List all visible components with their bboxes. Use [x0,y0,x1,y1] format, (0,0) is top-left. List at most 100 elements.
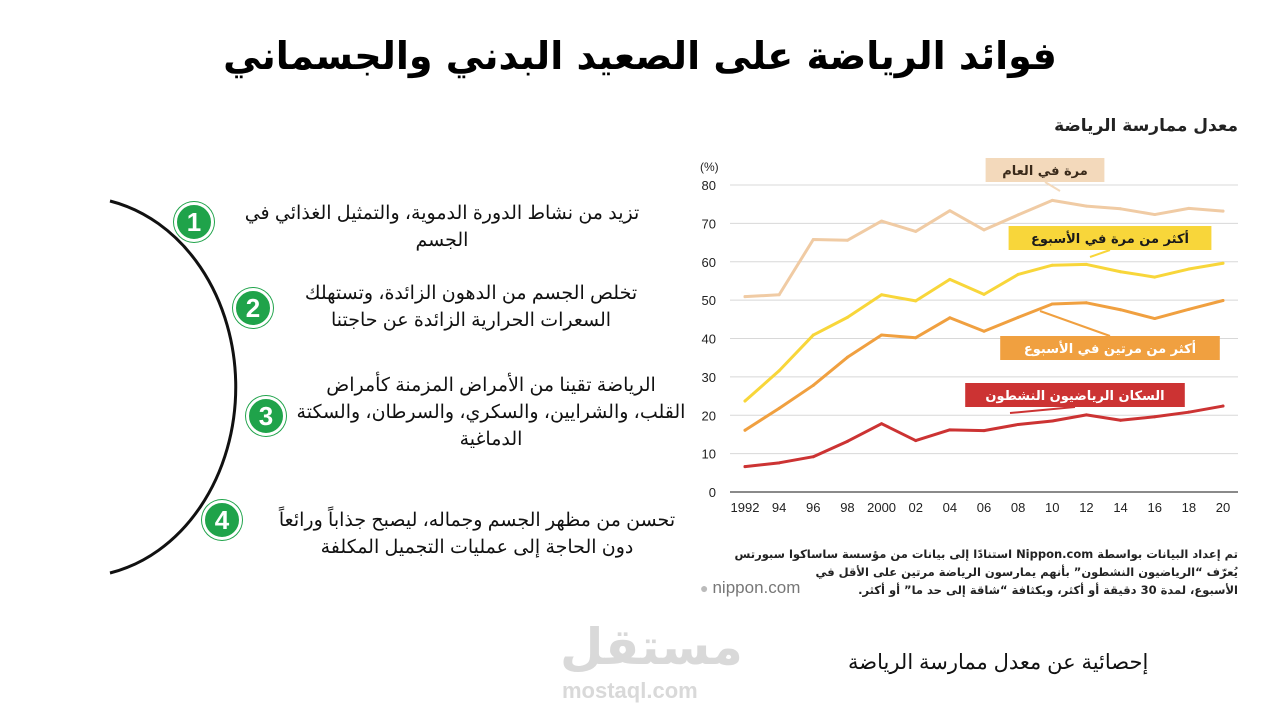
data-point [743,465,747,469]
data-point [1084,413,1088,417]
benefit-text-2: تخلص الجسم من الدهون الزائدة، وتستهلك ال… [286,280,656,334]
page-title: فوائد الرياضة على الصعيد البدني والجسمان… [223,34,1057,78]
series-label-box [985,158,1105,182]
data-point [1119,308,1123,312]
data-point [845,238,849,242]
x-tick-label: 02 [908,500,922,515]
data-point [914,336,918,340]
data-point [777,293,781,297]
data-point [1221,209,1225,213]
chart-title: معدل ممارسة الرياضة [1054,116,1238,136]
y-tick-label: 0 [709,485,716,500]
benefit-line: القلب، والشرايين، والسكري، والسرطان، وال… [296,402,686,423]
data-point [845,355,849,359]
x-tick-label: 10 [1045,500,1059,515]
data-point [1119,418,1123,422]
data-point [1119,270,1123,274]
benefit-text-4: تحسن من مظهر الجسم وجماله، ليصبح جذاباً … [262,507,692,561]
data-point [1084,301,1088,305]
data-point [1187,410,1191,414]
data-point [948,209,952,213]
data-point [743,399,747,403]
data-point [982,329,986,333]
data-point [1084,204,1088,208]
series-label-pointer [1044,181,1061,192]
data-point [845,315,849,319]
x-tick-label: 04 [943,500,957,515]
chart-caption: إحصائية عن معدل ممارسة الرياضة [848,651,1149,674]
data-point [1119,207,1123,211]
source-note-line: يُعرّف “الرياضيون النشطون” بأنهم يمارسون… [815,565,1238,579]
nippon-logo: ● nippon.com [700,578,800,598]
data-point [1221,404,1225,408]
data-point [948,277,952,281]
benefit-line: تخلص الجسم من الدهون الزائدة، وتستهلك [304,283,638,304]
data-point [811,333,815,337]
series-label: أكثر من مرة في الأسبوع [1031,230,1189,247]
benefit-line: السعرات الحرارية الزائدة عن حاجتنا [330,310,612,331]
data-point [948,316,952,320]
data-point [845,439,849,443]
data-point [1221,299,1225,303]
x-tick-label: 2000 [867,500,896,515]
data-point [743,295,747,299]
benefit-line: تزيد من نشاط الدورة الدموية، والتمثيل ال… [244,203,640,251]
series-label-box [965,383,1185,407]
series-label-pointer [1089,249,1111,258]
series-line [743,299,1225,432]
data-point [777,369,781,373]
data-point [1084,262,1088,266]
series-label-box [1000,336,1220,360]
data-point [1050,263,1054,267]
data-point [914,229,918,233]
logo-dot-icon: ● [700,580,709,596]
series-label-box [1008,226,1212,250]
benefit-text-3: الرياضة تقينا من الأمراض المزمنة كأمراض … [296,372,686,453]
data-point [1187,267,1191,271]
y-tick-label: 70 [702,216,716,231]
series-label-pointer [1039,310,1111,337]
benefit-line: تحسن من مظهر الجسم وجماله، ليصبح جذاباً … [278,510,676,531]
data-point [1153,415,1157,419]
data-point [1050,419,1054,423]
data-point [777,461,781,465]
data-point [880,422,884,426]
data-point [982,228,986,232]
data-point [914,299,918,303]
x-tick-label: 18 [1182,500,1196,515]
x-tick-label: 20 [1216,500,1230,515]
watermark-latin: mostaql.com [562,678,698,703]
y-tick-label: 30 [702,370,716,385]
data-point [880,293,884,297]
data-point [1187,206,1191,210]
data-point [1187,307,1191,311]
data-point [948,428,952,432]
series-label: مرة في العام [1002,164,1088,179]
benefit-line: الرياضة تقينا من الأمراض المزمنة كأمراض [326,375,656,396]
series-label-pointer [1009,406,1076,414]
data-point [1153,213,1157,217]
y-axis-unit: (%) [700,160,719,174]
y-tick-label: 10 [702,447,716,462]
x-tick-label: 14 [1113,500,1127,515]
x-tick-label: 98 [840,500,854,515]
data-point [1016,213,1020,217]
source-note-line: الأسبوع، لمدة 30 دقيقة أو أكثر، وبكثافة … [858,583,1238,597]
data-point [1050,302,1054,306]
data-point [982,429,986,433]
watermark-arabic: مستقل [560,618,743,676]
x-tick-label: 94 [772,500,786,515]
data-point [1221,261,1225,265]
benefit-text-1: تزيد من نشاط الدورة الدموية، والتمثيل ال… [222,200,662,254]
step-badge-2: 2 [233,288,273,328]
y-tick-label: 50 [702,293,716,308]
data-point [880,333,884,337]
series-label: أكثر من مرتين في الأسبوع [1024,340,1196,357]
data-point [1016,315,1020,319]
x-tick-label: 1992 [731,500,760,515]
x-tick-label: 96 [806,500,820,515]
data-point [743,428,747,432]
benefit-line: الدماغية [459,429,523,450]
x-tick-label: 06 [977,500,991,515]
data-point [1050,198,1054,202]
